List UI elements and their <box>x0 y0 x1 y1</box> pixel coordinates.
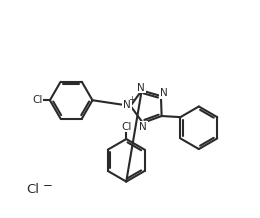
Text: N: N <box>123 100 131 110</box>
Text: −: − <box>43 179 53 192</box>
Text: N: N <box>160 88 167 98</box>
Text: N: N <box>137 82 145 92</box>
Text: Cl: Cl <box>32 95 42 105</box>
Text: N: N <box>139 122 147 132</box>
Text: Cl: Cl <box>26 183 39 196</box>
Text: +: + <box>128 95 135 104</box>
Text: Cl: Cl <box>121 121 132 131</box>
